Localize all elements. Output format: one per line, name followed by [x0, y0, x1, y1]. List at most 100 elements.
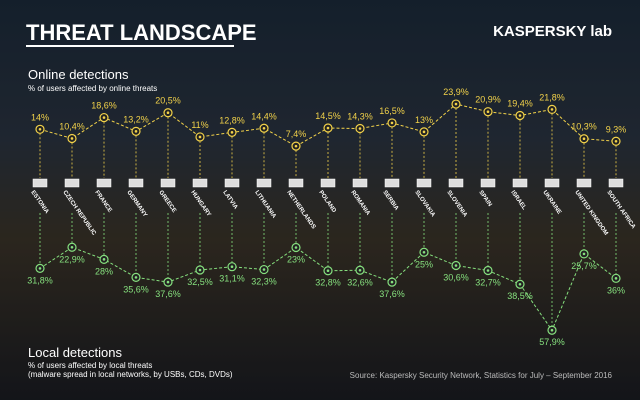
value-label: 13,2% — [123, 114, 149, 124]
series-description: (malware spread in local networks, by US… — [28, 370, 233, 379]
value-label: 30,6% — [443, 273, 469, 283]
value-label: 9,3% — [606, 124, 627, 134]
value-label: 32,3% — [251, 277, 277, 287]
data-point-center — [262, 126, 266, 130]
data-point-center — [166, 111, 170, 115]
data-point-center — [486, 110, 490, 114]
value-label: 18,6% — [91, 101, 117, 111]
data-point-center — [198, 135, 202, 139]
value-label: 16,5% — [379, 106, 405, 116]
value-label: 13% — [415, 115, 433, 125]
data-point-center — [422, 130, 426, 134]
value-label: 57,9% — [539, 337, 565, 347]
data-point-center — [550, 328, 554, 332]
data-point-center — [454, 102, 458, 106]
value-label: 32,7% — [475, 277, 501, 287]
flag — [448, 178, 464, 188]
value-label: 31,8% — [27, 275, 53, 285]
value-label: 10,4% — [59, 121, 85, 131]
data-point-center — [230, 265, 234, 269]
data-point-center — [550, 108, 554, 111]
data-point-center — [230, 131, 234, 134]
flag — [224, 178, 240, 188]
value-label: 14,4% — [251, 111, 277, 121]
value-label: 28% — [95, 266, 113, 276]
data-point-center — [582, 137, 586, 141]
value-label: 25% — [415, 259, 433, 269]
flag — [576, 178, 592, 188]
value-label: 11% — [191, 120, 208, 130]
data-point-center — [134, 130, 138, 133]
value-label: 38,5% — [507, 291, 533, 301]
flag — [608, 178, 624, 188]
flag — [480, 178, 496, 188]
data-point-center — [614, 139, 618, 143]
flag — [320, 178, 336, 188]
value-label: 37,6% — [379, 289, 405, 299]
data-point-center — [262, 268, 266, 271]
data-point-center — [134, 276, 138, 279]
value-label: 25,7% — [571, 261, 597, 271]
flag — [128, 178, 144, 188]
value-label: 10,3% — [571, 122, 597, 132]
online-heading: Online detections — [28, 67, 129, 82]
data-point-center — [518, 114, 522, 117]
data-point-center — [166, 280, 170, 284]
flag — [256, 178, 272, 188]
flag — [352, 178, 368, 188]
value-label: 21,8% — [539, 92, 565, 102]
flag — [64, 178, 80, 188]
data-point-center — [390, 121, 394, 125]
data-point-center — [518, 282, 522, 286]
data-point-center — [294, 246, 298, 249]
data-point-center — [102, 258, 106, 261]
data-point-center — [390, 280, 394, 284]
series-description: % of users affected by online threats — [28, 84, 157, 93]
value-label: 32,5% — [187, 277, 213, 287]
value-label: 12,8% — [219, 115, 245, 125]
value-label: 31,1% — [219, 274, 245, 284]
flag — [160, 178, 176, 188]
value-label: 23,9% — [443, 87, 469, 97]
data-point-center — [358, 127, 362, 130]
flag — [544, 178, 560, 188]
value-label: 32,6% — [347, 277, 373, 287]
data-point-center — [198, 268, 202, 272]
value-label: 35,6% — [123, 284, 149, 294]
data-point-center — [70, 245, 74, 249]
data-point-center — [614, 277, 618, 280]
local-heading: Local detections — [28, 345, 122, 360]
value-label: 14% — [31, 112, 49, 122]
value-label: 23% — [287, 255, 305, 265]
data-point-center — [454, 264, 458, 267]
value-label: 20,9% — [475, 95, 501, 105]
value-label: 14,3% — [347, 112, 373, 122]
flag — [96, 178, 112, 188]
flag — [384, 178, 400, 188]
data-point-center — [582, 252, 586, 256]
value-label: 37,6% — [155, 289, 181, 299]
data-point-center — [70, 137, 74, 140]
data-point-center — [358, 268, 362, 272]
value-label: 22,9% — [59, 254, 85, 264]
data-point-center — [422, 250, 426, 254]
value-label: 7,4% — [286, 129, 307, 139]
data-point-center — [102, 116, 106, 119]
source: Source: Kaspersky Security Network, Stat… — [350, 371, 613, 380]
data-point-center — [326, 126, 330, 130]
title: THREAT LANDSCAPE — [26, 20, 257, 45]
data-point-center — [38, 128, 42, 131]
value-label: 36% — [607, 285, 625, 295]
flag — [32, 178, 48, 188]
flag — [192, 178, 208, 188]
data-point-center — [486, 269, 490, 272]
flag — [512, 178, 528, 188]
value-label: 14,5% — [315, 111, 341, 121]
value-label: 32,8% — [315, 278, 341, 288]
data-point-center — [38, 267, 42, 270]
flag — [288, 178, 304, 188]
flag — [416, 178, 432, 188]
